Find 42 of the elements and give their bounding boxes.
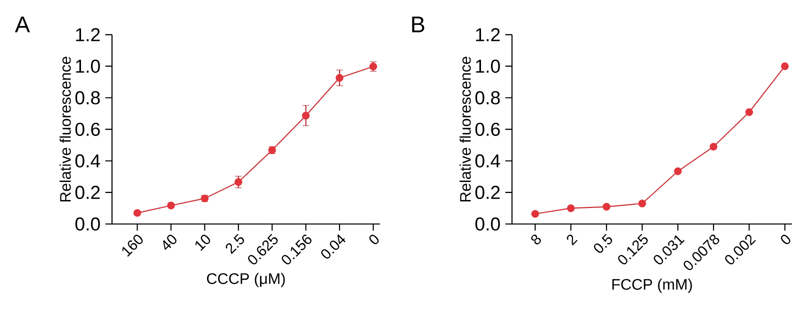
x-tick-label: 0 [780,234,790,244]
point [674,167,682,176]
y-tick-label: 0.8 [75,91,100,104]
x-axis-title: CCCP (μM) [207,272,285,288]
point [566,204,575,212]
point [302,112,310,120]
y-tick-label: 0.0 [475,217,500,231]
point [602,202,610,211]
point [234,178,242,186]
point [133,209,142,217]
y-axis-title: Relative fluorescence [60,56,71,202]
x-axis-title: FCCP (mM) [612,278,692,293]
y-tick-label: 1.2 [76,28,100,42]
y-tick-label: 0.6 [75,122,100,136]
x-tick-label: 40 [163,234,176,250]
point [638,200,646,208]
point [780,62,789,70]
x-tick-label: 2.5 [226,234,244,254]
y-tick-label: 0.0 [75,217,100,231]
x-tick-label: 0 [369,234,379,244]
y-tick-label: 1.0 [476,60,500,73]
y-tick-label: 0.4 [75,154,100,168]
y-tick-label: 0.2 [475,186,500,200]
point [531,210,540,218]
point [745,108,754,116]
y-tick-label: 0.8 [475,91,500,104]
x-tick-label: 160 [122,234,143,257]
y-tick-label: 0.6 [475,122,500,136]
y-tick-label: 1.2 [476,28,500,42]
y-tick-label: 0.4 [475,154,500,168]
text: A [14,16,30,32]
y-axis-title: Relative fluorescence [460,56,471,202]
x-tick-label: 8 [531,234,541,244]
x-tick-label: 0.5 [594,234,612,253]
point [710,142,718,151]
text: B [412,16,424,32]
y-tick-label: 0.2 [75,186,100,200]
point [336,74,344,82]
y-tick-label: 1.0 [76,60,100,73]
x-tick-label: 10 [195,234,210,251]
x-tick-label: 0.04 [321,234,346,259]
x-tick-label: 2 [566,234,578,246]
